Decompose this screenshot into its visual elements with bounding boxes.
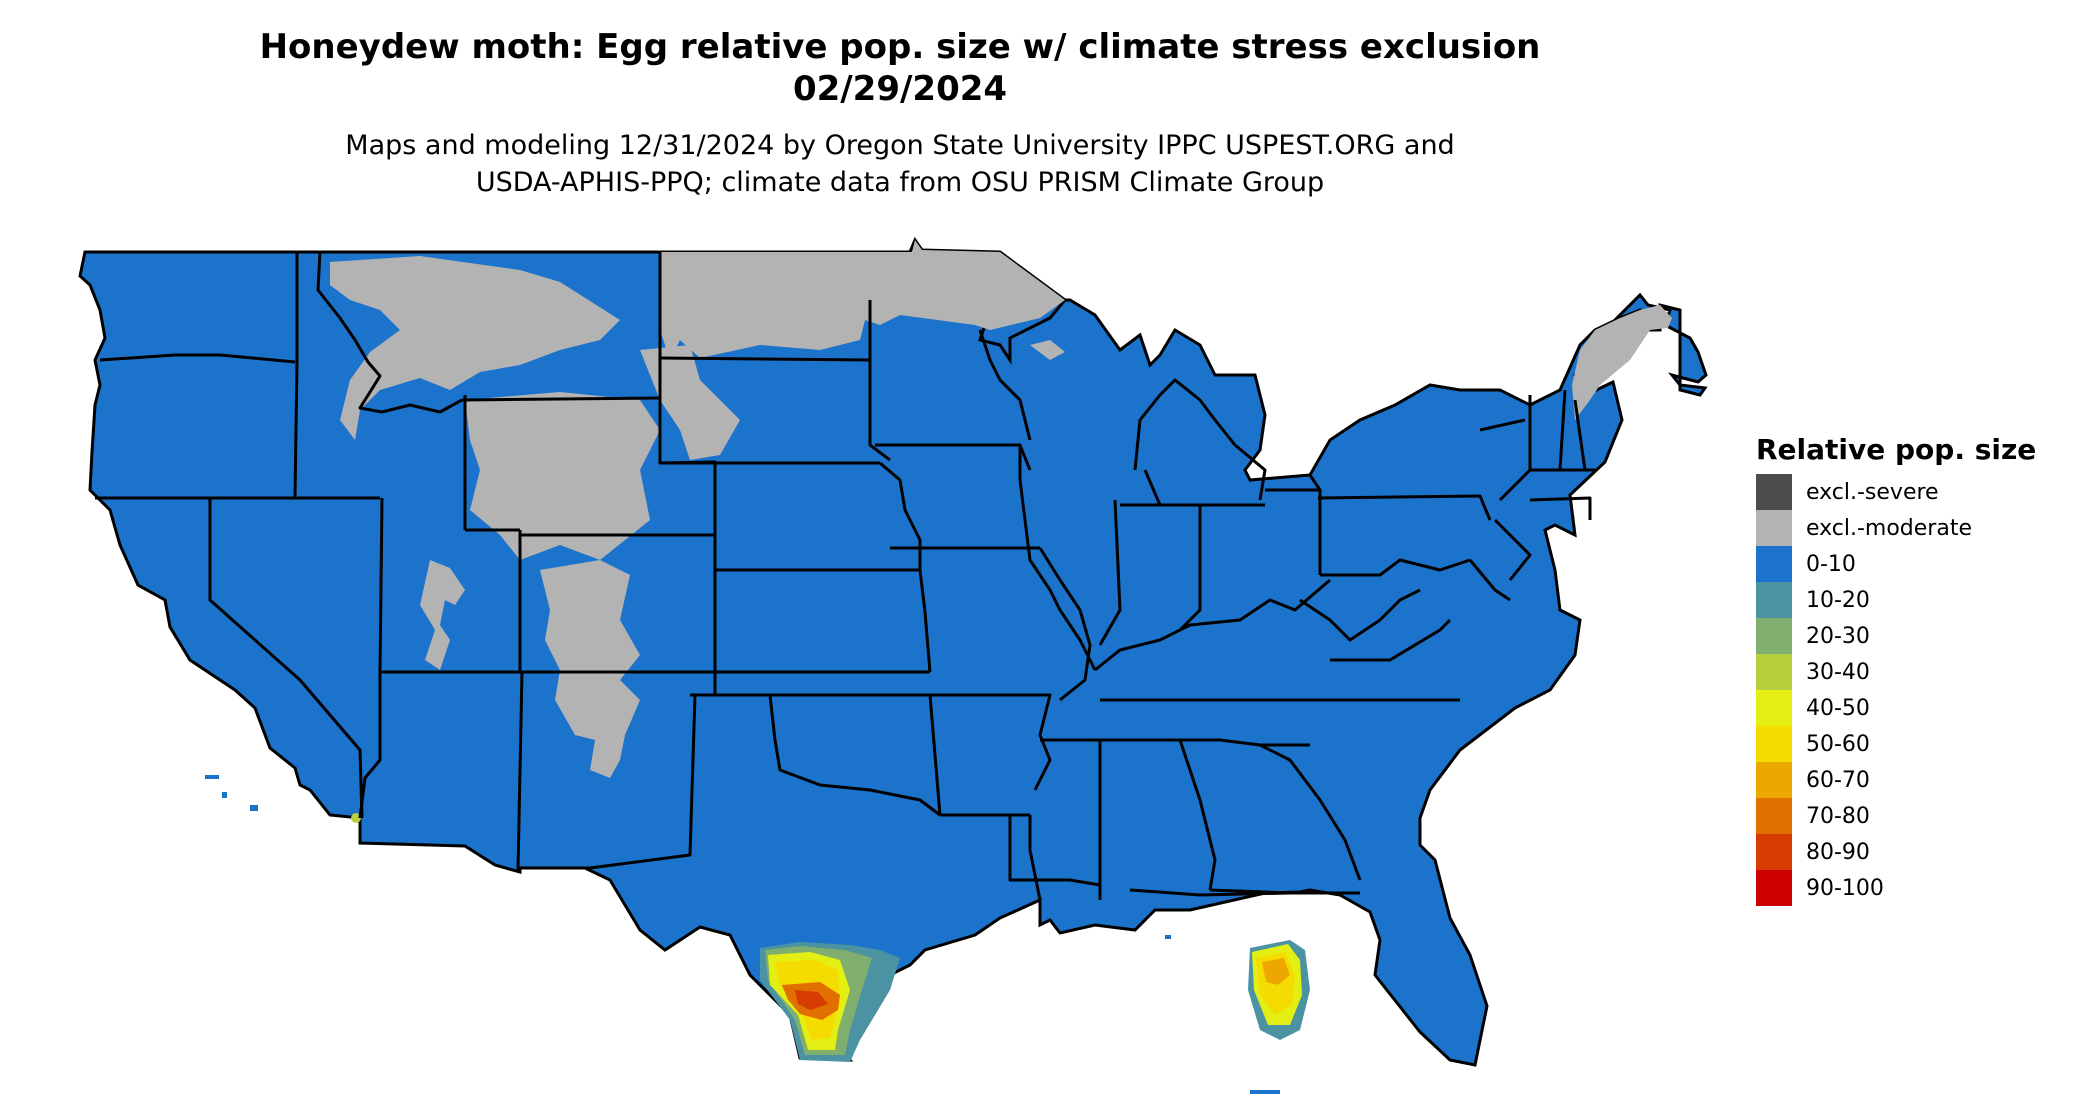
exclusion-new-england — [1572, 305, 1672, 420]
legend-swatch — [1756, 690, 1792, 726]
offshore-islands — [205, 555, 1280, 1094]
legend-swatch — [1756, 654, 1792, 690]
state-boundaries — [95, 251, 1595, 901]
legend-swatch — [1756, 762, 1792, 798]
legend-label: 10-20 — [1806, 587, 1870, 613]
exclusion-montana — [330, 256, 620, 440]
exclusion-utah — [420, 560, 465, 670]
legend-item: 60-70 — [1756, 762, 2036, 798]
legend-label: 80-90 — [1806, 839, 1870, 865]
legend-label: 20-30 — [1806, 623, 1870, 649]
legend-title: Relative pop. size — [1756, 433, 2037, 466]
legend-items: excl.-severe excl.-moderate 0-10 10-20 20-30… — [1756, 474, 2036, 906]
us-land-base — [78, 236, 1708, 1067]
legend-label: excl.-severe — [1806, 479, 1939, 505]
legend-label: 0-10 — [1806, 551, 1856, 577]
exclusion-colorado — [540, 560, 640, 778]
exclusion-wyoming — [465, 392, 660, 560]
legend-swatch — [1756, 834, 1792, 870]
legend-label: 60-70 — [1806, 767, 1870, 793]
legend-item: excl.-moderate — [1756, 510, 2036, 546]
map-legend: Relative pop. size excl.-severe excl.-mod… — [1756, 432, 2036, 906]
florida-suitability-zone — [1248, 940, 1310, 1040]
legend-item: 20-30 — [1756, 618, 2036, 654]
legend-label: 50-60 — [1806, 731, 1870, 757]
legend-swatch — [1756, 618, 1792, 654]
us-map — [78, 236, 1708, 1094]
map-credits-line1: Maps and modeling 12/31/2024 by Oregon S… — [345, 130, 1455, 161]
legend-label: 70-80 — [1806, 803, 1870, 829]
legend-label: 30-40 — [1806, 659, 1870, 685]
exclusion-michigan-up — [1030, 340, 1065, 360]
map-title: Honeydew moth: Egg relative pop. size w/… — [0, 26, 1800, 110]
map-date: 02/29/2024 — [792, 69, 1008, 109]
exclusion-north-dakota-minnesota — [660, 240, 1065, 360]
legend-item: 40-50 — [1756, 690, 2036, 726]
legend-swatch — [1756, 474, 1792, 510]
exclusion-moderate-zones — [330, 240, 1672, 778]
legend-label: 90-100 — [1806, 875, 1884, 901]
legend-swatch — [1756, 726, 1792, 762]
exclusion-montana-east — [640, 345, 740, 460]
legend-item: 30-40 — [1756, 654, 2036, 690]
legend-swatch — [1756, 582, 1792, 618]
map-credits-line2: USDA-APHIS-PPQ; climate data from OSU PR… — [475, 167, 1325, 198]
legend-item: 70-80 — [1756, 798, 2036, 834]
legend-label: excl.-moderate — [1806, 515, 1972, 541]
california-hotspot — [351, 813, 361, 823]
legend-swatch — [1756, 798, 1792, 834]
legend-swatch — [1756, 546, 1792, 582]
legend-item: 0-10 — [1756, 546, 2036, 582]
legend-item: 50-60 — [1756, 726, 2036, 762]
legend-swatch — [1756, 510, 1792, 546]
legend-item: excl.-severe — [1756, 474, 2036, 510]
legend-item: 80-90 — [1756, 834, 2036, 870]
south-texas-suitability-zone — [760, 942, 900, 1062]
legend-swatch — [1756, 870, 1792, 906]
legend-label: 40-50 — [1806, 695, 1870, 721]
map-subtitle: Maps and modeling 12/31/2024 by Oregon S… — [0, 127, 1800, 201]
legend-item: 10-20 — [1756, 582, 2036, 618]
map-title-line1: Honeydew moth: Egg relative pop. size w/… — [259, 27, 1541, 67]
legend-item: 90-100 — [1756, 870, 2036, 906]
